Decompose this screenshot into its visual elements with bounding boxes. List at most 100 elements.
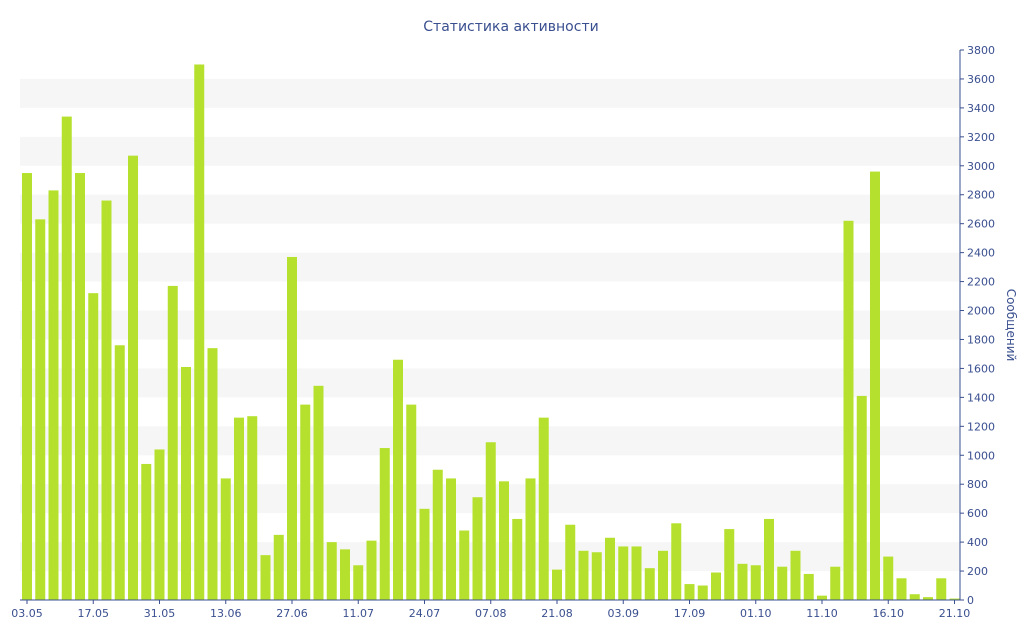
bar: [936, 578, 947, 600]
y-tick-label: 1600: [967, 362, 995, 375]
bar: [870, 171, 880, 600]
bar: [764, 518, 774, 600]
bar: [631, 546, 642, 600]
bar: [419, 508, 430, 600]
bar: [300, 404, 311, 600]
y-tick-label: 2400: [967, 247, 995, 260]
bar: [658, 550, 668, 600]
x-tick-label: 31.05: [144, 607, 176, 620]
bar: [101, 200, 112, 601]
y-tick-label: 3000: [967, 160, 995, 173]
bar: [711, 572, 721, 600]
bar: [737, 563, 748, 600]
bar: [565, 524, 576, 600]
bar: [340, 549, 350, 600]
bar: [22, 173, 32, 601]
y-tick-label: 200: [967, 565, 988, 578]
bar: [671, 523, 682, 600]
bar: [923, 597, 933, 600]
grid-band: [20, 368, 960, 398]
bar: [525, 478, 536, 600]
bar: [459, 530, 470, 600]
bar: [326, 542, 337, 600]
bar: [379, 448, 390, 600]
grid-band: [20, 194, 960, 224]
x-tick-label: 03.09: [608, 607, 640, 620]
bar: [909, 594, 920, 600]
x-tick-label: 17.05: [78, 607, 110, 620]
x-tick-label: 21.10: [939, 607, 971, 620]
bar: [896, 578, 907, 600]
bar: [88, 293, 99, 600]
y-tick-label: 800: [967, 478, 988, 491]
bar: [313, 385, 324, 600]
x-tick-label: 17.09: [674, 607, 706, 620]
y-tick-label: 3800: [967, 44, 995, 57]
bar: [472, 497, 483, 600]
y-tick-label: 2600: [967, 218, 995, 231]
grid-band: [20, 310, 960, 340]
bar: [366, 540, 377, 600]
bar: [220, 478, 231, 600]
bar: [856, 395, 867, 600]
y-axis-ticks: 0 200 400 600 800 1000 1200 1400 1600 1800 2000 220…: [960, 44, 995, 607]
y-tick-label: 1000: [967, 449, 995, 462]
bar: [48, 190, 59, 601]
bar: [724, 529, 735, 600]
bar: [247, 416, 258, 600]
x-axis-ticks: 03.05 17.05 31.05 13.06 27.06 11.07 24.07 07.08…: [11, 600, 970, 620]
y-tick-label: 1200: [967, 420, 995, 433]
grid-band: [20, 78, 960, 108]
bar: [644, 568, 655, 600]
bar: [207, 348, 218, 600]
bars-group: [22, 64, 960, 601]
bar: [393, 359, 403, 600]
bar: [485, 442, 496, 600]
bar: [75, 173, 85, 601]
grid-band: [20, 252, 960, 282]
bar: [432, 469, 443, 600]
bar: [830, 566, 841, 600]
bar: [605, 537, 615, 600]
y-tick-label: 2800: [967, 189, 995, 202]
bar: [234, 417, 244, 600]
x-tick-label: 07.08: [475, 607, 507, 620]
bar: [406, 404, 417, 600]
bar: [578, 550, 589, 600]
x-tick-label: 11.07: [343, 607, 375, 620]
bar: [61, 116, 72, 600]
bar: [750, 565, 761, 600]
bar: [194, 64, 205, 600]
x-tick-label: 24.07: [409, 607, 441, 620]
y-tick-label: 600: [967, 507, 988, 520]
bar: [260, 555, 271, 600]
x-tick-label: 21.08: [541, 607, 573, 620]
y-tick-label: 2000: [967, 305, 995, 318]
grid-band: [20, 136, 960, 166]
bar: [273, 534, 284, 600]
y-tick-label: 3600: [967, 73, 995, 86]
x-tick-label: 16.10: [873, 607, 905, 620]
bar: [181, 366, 191, 600]
bar: [287, 256, 297, 600]
bar: [154, 449, 165, 600]
bar: [684, 584, 695, 600]
y-tick-label: 1800: [967, 333, 995, 346]
x-tick-label: 13.06: [210, 607, 242, 620]
bar: [114, 345, 125, 600]
y-tick-label: 2200: [967, 276, 995, 289]
y-tick-label: 3400: [967, 102, 995, 115]
bar: [552, 569, 562, 600]
bar: [618, 546, 629, 600]
bar: [817, 595, 827, 600]
x-tick-label: 27.06: [276, 607, 308, 620]
bar: [35, 219, 46, 600]
y-axis-label: Сообщений: [1004, 289, 1018, 362]
chart-title: Статистика активности: [423, 19, 598, 35]
bar: [777, 566, 788, 600]
bar: [843, 220, 854, 600]
bar: [141, 463, 152, 600]
bar: [883, 556, 894, 600]
x-tick-label: 03.05: [11, 607, 43, 620]
